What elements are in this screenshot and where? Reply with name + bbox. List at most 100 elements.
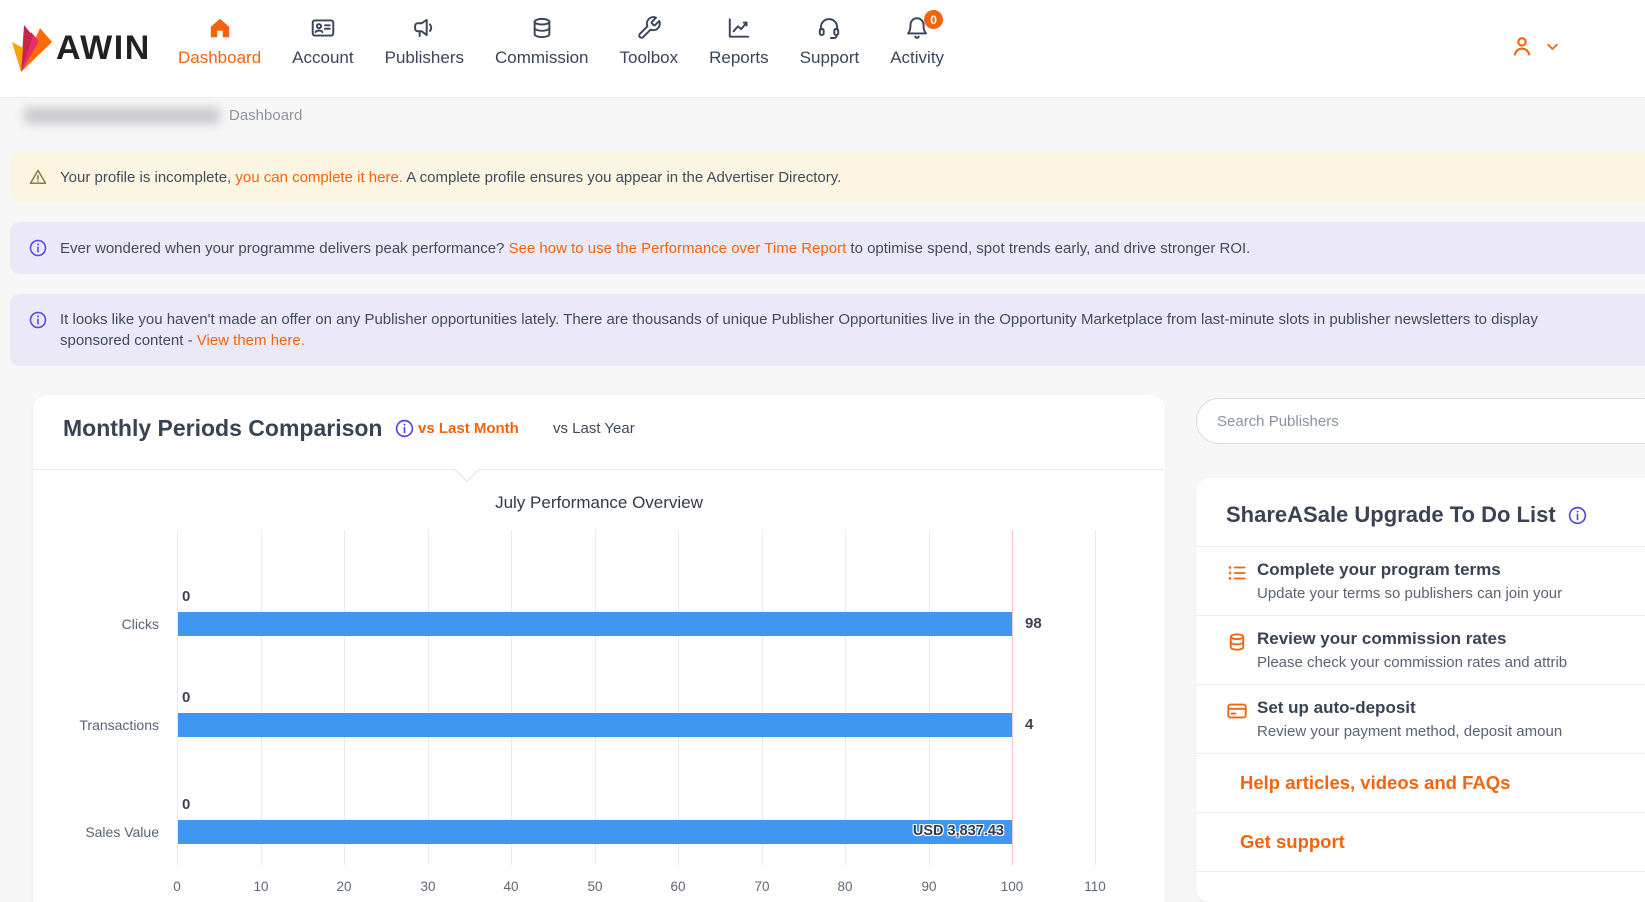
gridline (344, 530, 345, 865)
megaphone-icon (411, 15, 437, 41)
banner-text: It looks like you haven't made an offer … (60, 311, 1538, 349)
nav-label: Account (292, 48, 354, 67)
gridline (762, 530, 763, 865)
breadcrumb: Dashboard (24, 107, 302, 124)
value-label-clicks: 98 (1025, 615, 1042, 632)
gridline (678, 530, 679, 865)
banner-text: Your profile is incomplete, you can comp… (60, 168, 842, 186)
x-tick: 110 (1084, 879, 1106, 894)
nav-label: Dashboard (178, 48, 262, 67)
credit-card-icon (1227, 703, 1247, 719)
banner-text: Ever wondered when your programme delive… (60, 239, 1251, 257)
x-tick: 50 (587, 879, 603, 894)
bar-sales-value (178, 820, 1012, 844)
todo-item-commission-rates[interactable]: Review your commission rates Please chec… (1196, 616, 1645, 685)
info-icon[interactable] (394, 418, 415, 439)
bar-chart-plot: Clicks Transactions Sales Value 0 0 0 98… (79, 530, 1106, 894)
nav-item-publishers[interactable]: Publishers (385, 15, 464, 68)
x-tick: 20 (336, 879, 352, 894)
gridline (177, 530, 178, 865)
main-nav: Dashboard Account Publishers Commission (178, 10, 944, 68)
x-tick: 70 (754, 879, 770, 894)
gridline-highlight-100 (1012, 530, 1013, 865)
info-icon (29, 239, 47, 257)
chevron-down-icon (1547, 43, 1558, 50)
chart-title: July Performance Overview (495, 493, 703, 512)
nav-label: Commission (494, 48, 589, 67)
awin-logo[interactable]: AWIN (10, 22, 151, 74)
line-chart-icon (726, 15, 752, 41)
help-articles-link[interactable]: Help articles, videos and FAQs (1196, 754, 1645, 813)
performance-report-link[interactable]: See how to use the Performance over Time… (508, 239, 847, 257)
publisher-opportunities-banner: It looks like you haven't made an offer … (10, 294, 1645, 366)
tab-vs-last-month[interactable]: vs Last Month (418, 420, 519, 437)
todo-item-auto-deposit[interactable]: Set up auto-deposit Review your payment … (1196, 685, 1645, 754)
todo-item-title: Complete your program terms (1257, 560, 1501, 579)
comparison-card-title: Monthly Periods Comparison (63, 415, 383, 441)
nav-item-support[interactable]: Support (799, 15, 860, 68)
headset-icon (816, 15, 842, 41)
nav-label: Reports (709, 48, 769, 67)
x-tick: 0 (173, 879, 181, 894)
bell-icon: 0 (904, 10, 944, 41)
performance-report-banner: Ever wondered when your programme delive… (10, 222, 1645, 274)
prev-value-clicks: 0 (182, 588, 191, 605)
value-label-transactions: 4 (1025, 716, 1034, 733)
x-tick: 90 (921, 879, 937, 894)
gridline (1095, 530, 1096, 865)
profile-incomplete-banner: Your profile is incomplete, you can comp… (10, 152, 1645, 202)
nav-item-dashboard[interactable]: Dashboard (178, 15, 261, 68)
wrench-icon (636, 15, 662, 41)
awin-wordmark: AWIN (56, 28, 151, 67)
todo-item-subtitle: Please check your commission rates and a… (1257, 654, 1568, 671)
nav-item-reports[interactable]: Reports (709, 15, 769, 68)
complete-profile-link[interactable]: you can complete it here. (235, 168, 403, 186)
todo-item-program-terms[interactable]: Complete your program terms Update your … (1196, 547, 1645, 616)
category-label-clicks: Clicks (121, 616, 159, 632)
todo-item-title: Set up auto-deposit (1257, 698, 1416, 717)
x-tick: 10 (253, 879, 269, 894)
nav-item-toolbox[interactable]: Toolbox (619, 15, 679, 68)
gridline (261, 530, 262, 865)
top-navigation-bar: AWIN Dashboard Account Publishers (0, 0, 1645, 98)
list-icon (1228, 566, 1246, 580)
nav-item-commission[interactable]: Commission (495, 15, 589, 68)
search-publishers-field (1196, 398, 1645, 444)
id-card-icon (310, 15, 336, 41)
gridline (595, 530, 596, 865)
gridline (929, 530, 930, 865)
nav-item-activity[interactable]: 0 Activity (890, 10, 944, 68)
nav-label: Toolbox (619, 48, 679, 67)
todo-card-title: ShareASale Upgrade To Do List (1226, 502, 1556, 527)
home-icon (207, 15, 233, 41)
nav-label: Support (799, 48, 860, 67)
prev-value-transactions: 0 (182, 689, 191, 706)
warning-icon (29, 169, 47, 184)
category-label-transactions: Transactions (79, 717, 159, 733)
bar-transactions (178, 713, 1012, 737)
category-label-sales-value: Sales Value (85, 824, 159, 840)
todo-item-title: Review your commission rates (1257, 629, 1507, 648)
view-opportunities-link[interactable]: View them here. (196, 332, 305, 349)
activity-badge: 0 (924, 10, 944, 29)
todo-item-subtitle: Review your payment method, deposit amou… (1257, 723, 1563, 740)
gridline (511, 530, 512, 865)
todo-item-subtitle: Update your terms so publishers can join… (1257, 585, 1563, 602)
prev-value-sales-value: 0 (182, 796, 191, 813)
get-support-link[interactable]: Get support (1196, 813, 1645, 872)
search-publishers-input[interactable] (1196, 398, 1645, 444)
user-menu[interactable] (1509, 33, 1561, 59)
info-icon[interactable] (1567, 505, 1588, 526)
nav-item-account[interactable]: Account (292, 15, 354, 68)
coins-icon (529, 15, 555, 41)
value-label-sales-value: USD 3,837.43 (912, 823, 1004, 839)
coins-icon (1229, 633, 1245, 651)
x-tick: 30 (420, 879, 436, 894)
comparison-card-header: Monthly Periods Comparison vs Last Month… (33, 395, 1165, 470)
nav-label: Publishers (384, 48, 464, 67)
redacted-advertiser-name (24, 107, 220, 124)
tab-vs-last-year[interactable]: vs Last Year (553, 420, 635, 437)
active-tab-notch (448, 469, 484, 485)
gridline (428, 530, 429, 865)
breadcrumb-current: Dashboard (229, 107, 303, 124)
